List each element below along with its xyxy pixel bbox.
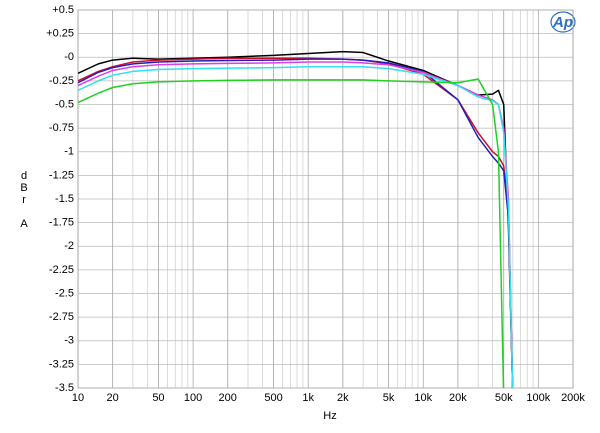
x-tick-label: 10 bbox=[72, 392, 84, 404]
logo: Ap bbox=[552, 14, 573, 31]
x-tick-label: 500 bbox=[264, 392, 282, 404]
y-tick-label: -0.25 bbox=[49, 75, 74, 87]
grid bbox=[77, 9, 574, 389]
x-tick-label: 1k bbox=[302, 392, 314, 404]
y-tick-label: -1.5 bbox=[55, 193, 74, 205]
x-tick-label: 100k bbox=[526, 392, 550, 404]
y-tick-label: -2 bbox=[64, 240, 74, 252]
x-tick-label: 5k bbox=[383, 392, 395, 404]
y-tick-label: -3.25 bbox=[49, 358, 74, 370]
series-line bbox=[78, 65, 514, 388]
plot-lines bbox=[78, 50, 514, 388]
y-tick-label: -2.5 bbox=[55, 287, 74, 299]
x-tick-label: 100 bbox=[184, 392, 202, 404]
x-tick-label: 200k bbox=[561, 392, 585, 404]
x-tick-label: 20k bbox=[449, 392, 467, 404]
y-tick-label: -1.25 bbox=[49, 169, 74, 181]
y-tick-label: -0.75 bbox=[49, 122, 74, 134]
x-axis-label: Hz bbox=[323, 410, 336, 422]
y-tick-label: -3 bbox=[64, 335, 74, 347]
x-tick-label: 50 bbox=[152, 392, 164, 404]
y-tick-label: -2.25 bbox=[49, 264, 74, 276]
logo-ring bbox=[550, 11, 576, 33]
series-line bbox=[78, 78, 505, 388]
y-tick-label: +0.5 bbox=[52, 4, 74, 16]
x-tick-label: 2k bbox=[337, 392, 349, 404]
y-tick-label: -2.75 bbox=[49, 311, 74, 323]
y-tick-label: -1.75 bbox=[49, 217, 74, 229]
y-tick-label: -0.5 bbox=[55, 98, 74, 110]
series-line bbox=[78, 58, 514, 388]
y-tick-label: -3.5 bbox=[55, 382, 74, 394]
x-tick-label: 200 bbox=[219, 392, 237, 404]
series-line bbox=[78, 50, 514, 388]
y-axis-label: dBr A bbox=[18, 170, 30, 230]
x-tick-label: 10k bbox=[414, 392, 432, 404]
y-tick-label: +0.25 bbox=[46, 28, 74, 40]
y-tick-label: -0 bbox=[64, 51, 74, 63]
y-tick-label: -1 bbox=[64, 146, 74, 158]
x-tick-label: 20 bbox=[107, 392, 119, 404]
x-tick-label: 50k bbox=[495, 392, 513, 404]
